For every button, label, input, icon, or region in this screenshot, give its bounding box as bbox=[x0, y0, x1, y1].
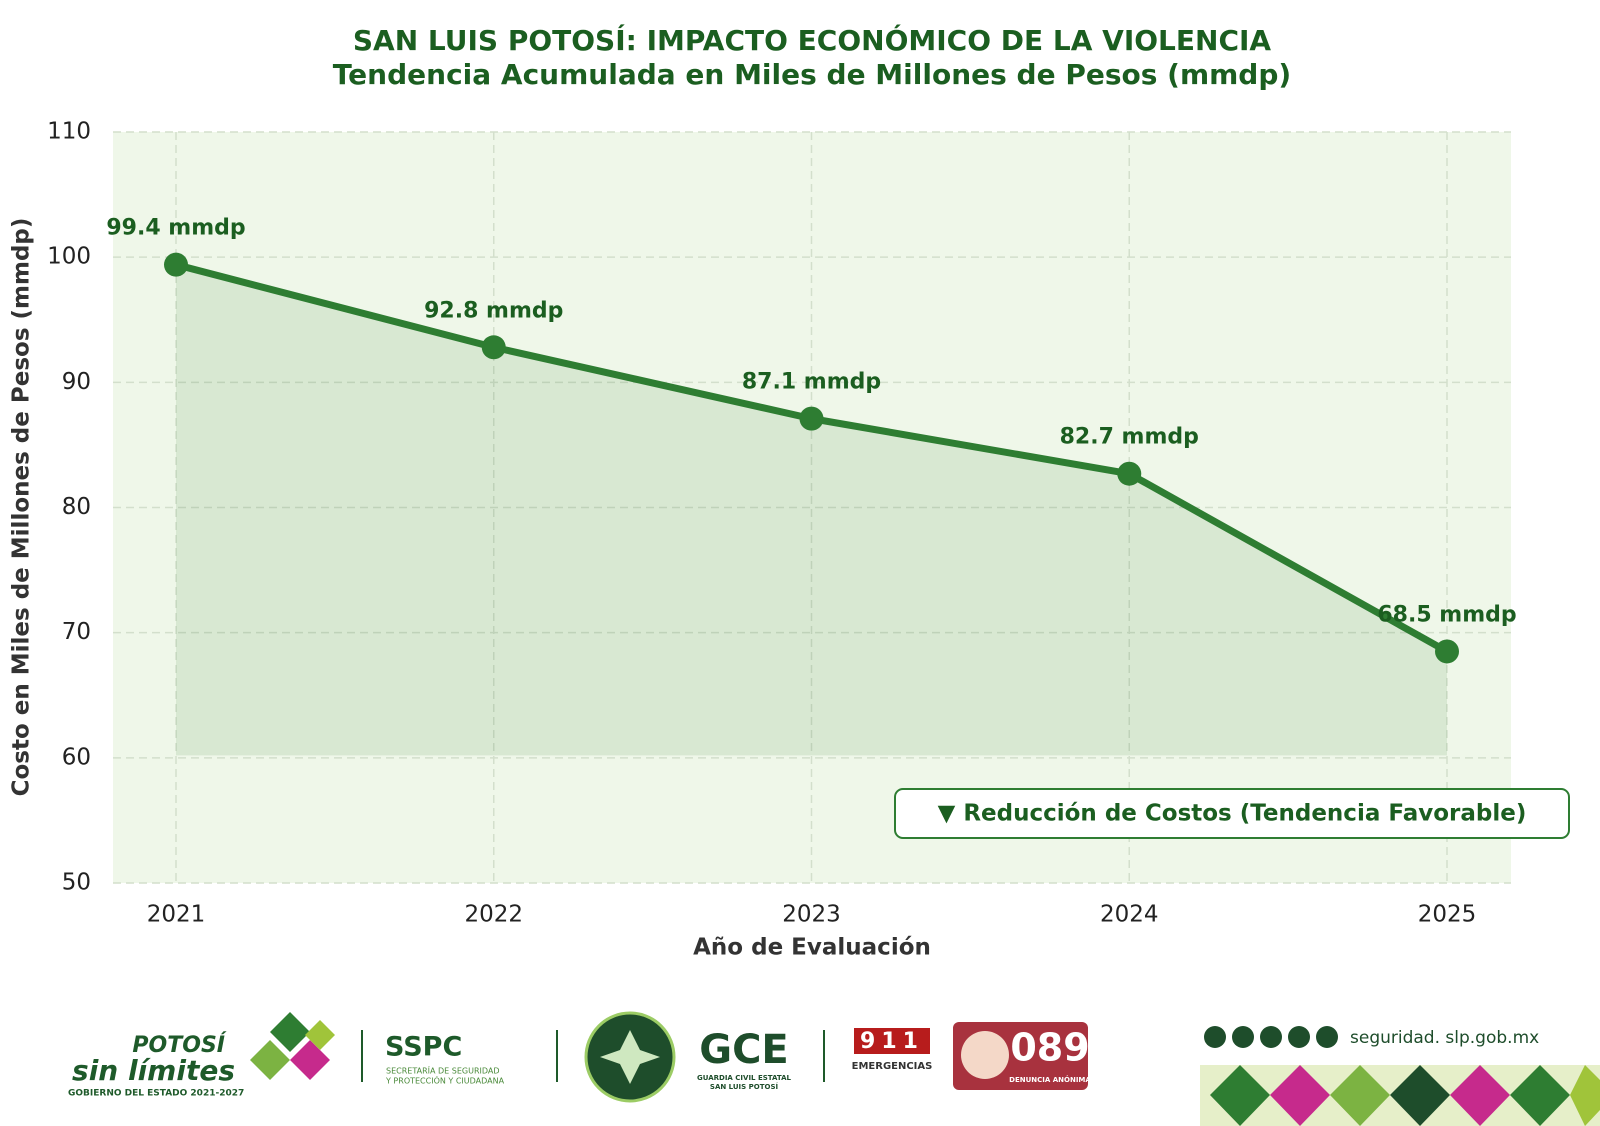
annotation-box bbox=[894, 788, 1570, 839]
area bbox=[176, 264, 1447, 756]
logo-911-box bbox=[854, 1028, 930, 1054]
gce-star bbox=[600, 1030, 660, 1084]
y-tick-label: 50 bbox=[62, 870, 91, 896]
y-tick-label: 90 bbox=[62, 369, 91, 395]
point bbox=[799, 406, 824, 431]
footer: POTOSÍ sin límites GOBIERNO DEL ESTADO 2… bbox=[68, 1011, 1600, 1126]
logo-text: GUARDIA CIVIL ESTATAL bbox=[697, 1074, 792, 1082]
logo-text: 089 bbox=[1010, 1026, 1089, 1070]
y-tick-label: 70 bbox=[62, 619, 91, 645]
chart-subtitle: Tendencia Acumulada en Miles de Millones… bbox=[333, 58, 1291, 91]
value-label: 92.8 mmdp bbox=[424, 298, 563, 323]
x-tick-label: 2021 bbox=[147, 902, 206, 928]
value-label: 99.4 mmdp bbox=[106, 216, 245, 241]
logo-text: GOBIERNO DEL ESTADO 2021-2027 bbox=[68, 1089, 244, 1099]
logo-089-icon bbox=[961, 1031, 1009, 1079]
y-tick-label: 80 bbox=[62, 494, 91, 520]
value-label: 87.1 mmdp bbox=[742, 370, 881, 395]
y-tick-label: 110 bbox=[47, 119, 91, 145]
value-label: 68.5 mmdp bbox=[1377, 602, 1516, 627]
value-label: 82.7 mmdp bbox=[1060, 425, 1199, 450]
point bbox=[164, 252, 188, 277]
logo-text: EMERGENCIAS bbox=[852, 1061, 933, 1072]
logo-text: sin límites bbox=[72, 1054, 235, 1087]
point bbox=[481, 335, 506, 360]
logo-text: SSPC bbox=[385, 1032, 462, 1063]
y-tick-label: 100 bbox=[47, 244, 91, 270]
x-tick-label: 2022 bbox=[464, 902, 523, 928]
x-tick-label: 2025 bbox=[1418, 902, 1477, 928]
logo-text: SAN LUIS POTOSÍ bbox=[710, 1082, 779, 1091]
point bbox=[1435, 639, 1459, 664]
pattern-strip bbox=[1200, 1065, 1600, 1126]
logo-text: 911 bbox=[860, 1029, 924, 1054]
logo-text: Y PROTECCIÓN Y CIUDADANA bbox=[385, 1075, 505, 1086]
y-axis-label: Costo en Miles de Millones de Pesos (mmd… bbox=[9, 218, 35, 797]
annotation: ▼ Reducción de Costos (Tendencia Favorab… bbox=[938, 801, 1527, 827]
logo-text: GCE bbox=[699, 1027, 789, 1073]
logo-text: DENUNCIA ANÓNIMA bbox=[1009, 1075, 1091, 1084]
logo-text: SECRETARÍA DE SEGURIDAD bbox=[386, 1065, 500, 1076]
website: seguridad. slp.gob.mx bbox=[1350, 1028, 1539, 1048]
social-icons bbox=[1204, 1026, 1338, 1048]
chart-title: SAN LUIS POTOSÍ: IMPACTO ECONÓMICO DE LA… bbox=[353, 23, 1272, 57]
logo-text: POTOSÍ bbox=[132, 1032, 226, 1058]
x-tick-label: 2024 bbox=[1100, 902, 1159, 928]
x-axis-label: Año de Evaluación bbox=[693, 935, 931, 961]
logo-mark bbox=[250, 1012, 335, 1080]
y-tick-label: 60 bbox=[62, 744, 91, 770]
point bbox=[1117, 461, 1142, 486]
x-tick-label: 2023 bbox=[782, 902, 841, 928]
